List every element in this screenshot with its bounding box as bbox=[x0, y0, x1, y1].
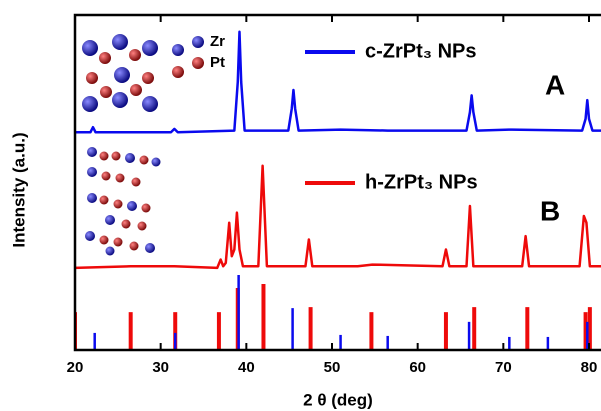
y-axis-label: Intensity (a.u.) bbox=[9, 132, 28, 247]
annotation: A bbox=[545, 69, 565, 100]
legend-pt-sphere bbox=[192, 57, 204, 69]
x-tick-label: 30 bbox=[152, 359, 169, 376]
legend-zr-sphere bbox=[192, 36, 204, 48]
annotation: B bbox=[540, 195, 560, 226]
x-tick-label: 60 bbox=[409, 359, 426, 376]
data-line bbox=[75, 164, 601, 270]
annotation: Zr bbox=[210, 33, 225, 50]
legend-label: c-ZrPt₃ NPs bbox=[365, 40, 477, 62]
x-tick-label: 40 bbox=[238, 359, 255, 376]
axis-frame bbox=[73, 13, 601, 352]
legend-label: h-ZrPt₃ NPs bbox=[365, 171, 478, 193]
x-tick-label: 50 bbox=[324, 359, 341, 376]
x-tick-label: 70 bbox=[495, 359, 512, 376]
x-axis-label: 2 θ (deg) bbox=[303, 390, 373, 409]
inset-hexagonal bbox=[85, 147, 161, 256]
annotation: Pt bbox=[210, 54, 225, 71]
x-tick-label: 80 bbox=[581, 359, 598, 376]
data-line bbox=[75, 30, 601, 134]
x-tick-label: 20 bbox=[67, 359, 84, 376]
plot-area bbox=[75, 30, 601, 350]
inset-cubic bbox=[82, 34, 184, 112]
